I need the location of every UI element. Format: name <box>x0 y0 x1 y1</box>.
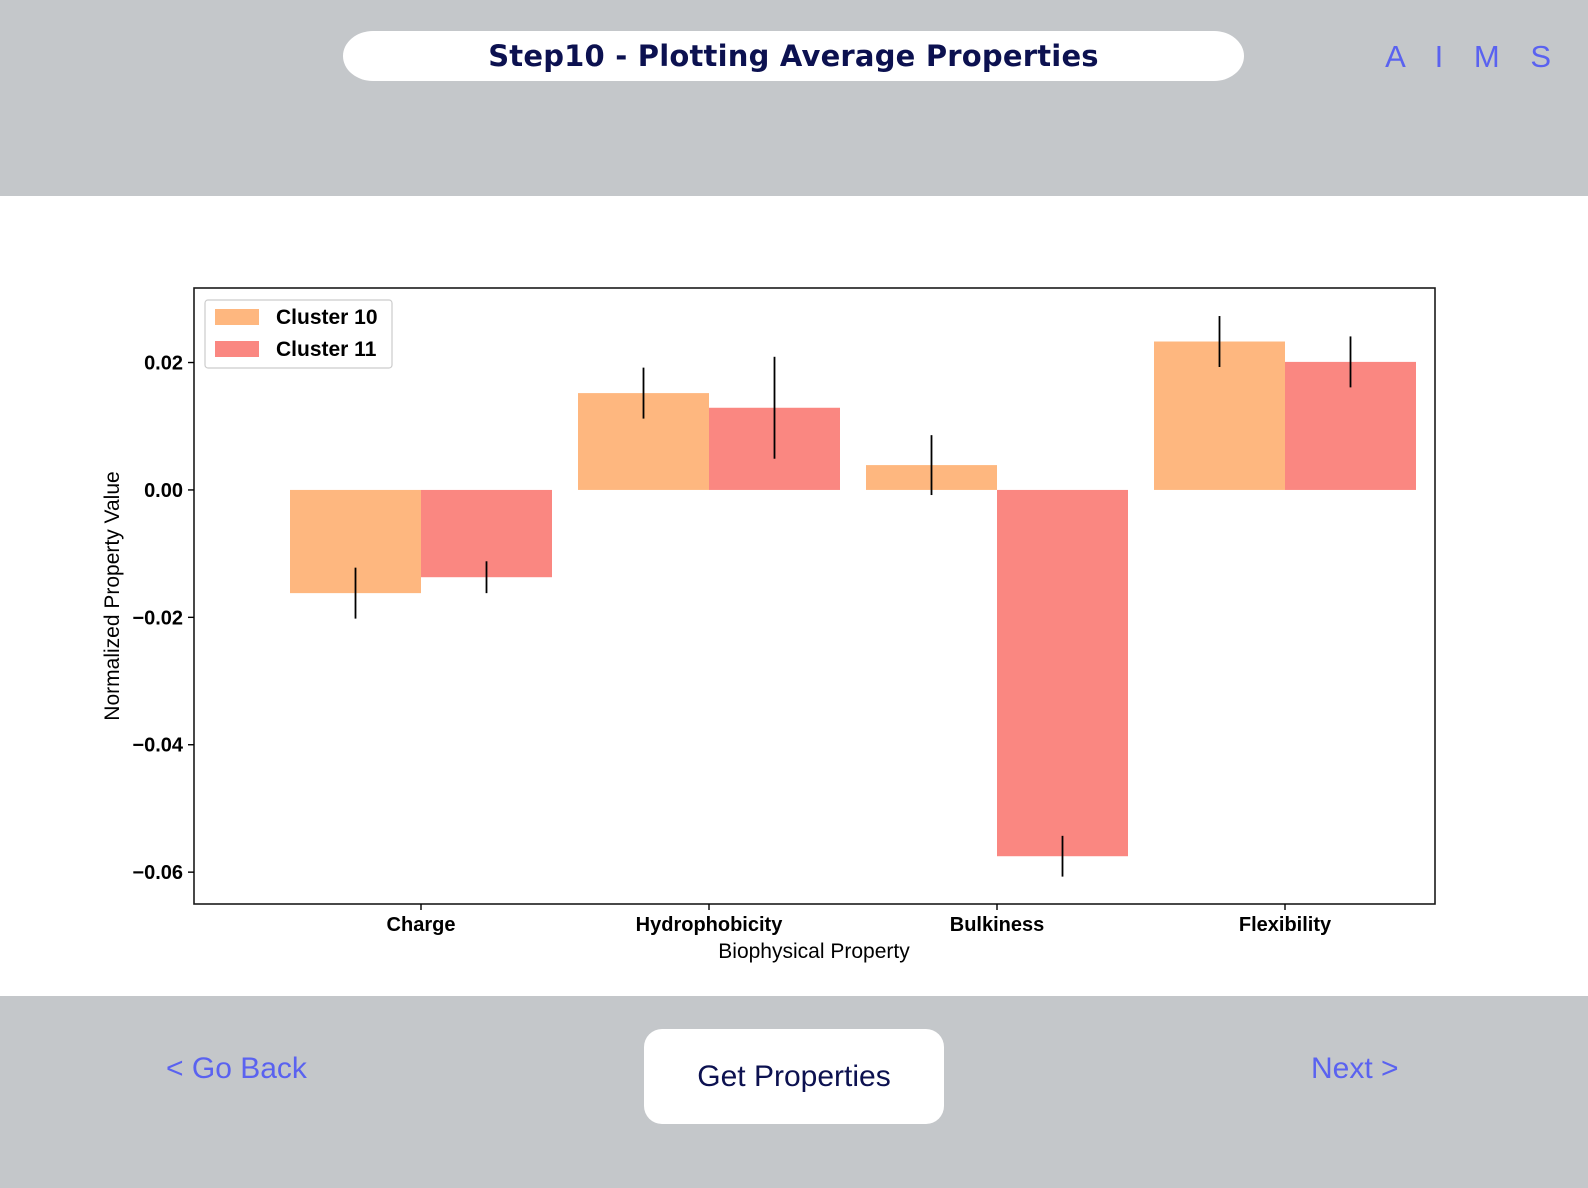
y-tick-label: −0.04 <box>132 735 183 757</box>
chart-panel: 0.02 0.00 −0.02 −0.04 −0.06 Charge Hydrophobi… <box>0 196 1588 996</box>
bar-bulkiness-series-2 <box>997 489 1128 857</box>
bars-layer <box>290 341 1416 857</box>
legend-swatch-cluster-11 <box>215 341 259 357</box>
y-axis: 0.02 0.00 −0.02 −0.04 −0.06 <box>132 353 194 884</box>
x-axis-label: Biophysical Property <box>718 940 910 963</box>
legend-swatch-cluster-10 <box>215 309 259 325</box>
get-properties-button[interactable]: Get Properties <box>644 1029 944 1124</box>
brand-logo[interactable]: A I M S <box>1385 39 1562 74</box>
y-tick-label: 0.02 <box>144 353 183 375</box>
header-bar: Step10 - Plotting Average Properties A I… <box>0 0 1588 196</box>
go-back-link[interactable]: < Go Back <box>166 1052 307 1085</box>
next-link[interactable]: Next > <box>1311 1052 1399 1085</box>
title-banner: Step10 - Plotting Average Properties <box>343 31 1244 81</box>
bar-chart: 0.02 0.00 −0.02 −0.04 −0.06 Charge Hydrophobi… <box>101 287 1436 963</box>
y-tick-label: 0.00 <box>144 480 183 502</box>
errorbars-layer <box>354 316 1352 877</box>
x-axis: Charge Hydrophobicity Bulkiness Flexibility <box>387 904 1332 936</box>
x-tick-label: Flexibility <box>1239 914 1332 936</box>
legend: Cluster 10 Cluster 11 <box>204 299 393 369</box>
x-tick-label: Hydrophobicity <box>636 914 784 936</box>
legend-label-cluster-10: Cluster 10 <box>276 306 378 329</box>
y-tick-label: −0.02 <box>132 607 183 629</box>
x-tick-label: Charge <box>387 914 456 936</box>
plot-frame <box>193 287 1436 905</box>
y-tick-label: −0.06 <box>132 862 183 884</box>
x-tick-label: Bulkiness <box>950 914 1044 936</box>
legend-label-cluster-11: Cluster 11 <box>276 338 377 361</box>
footer-bar: < Go Back Get Properties Next > <box>0 996 1588 1188</box>
page-title: Step10 - Plotting Average Properties <box>488 39 1099 73</box>
y-axis-label: Normalized Property Value <box>101 471 124 720</box>
